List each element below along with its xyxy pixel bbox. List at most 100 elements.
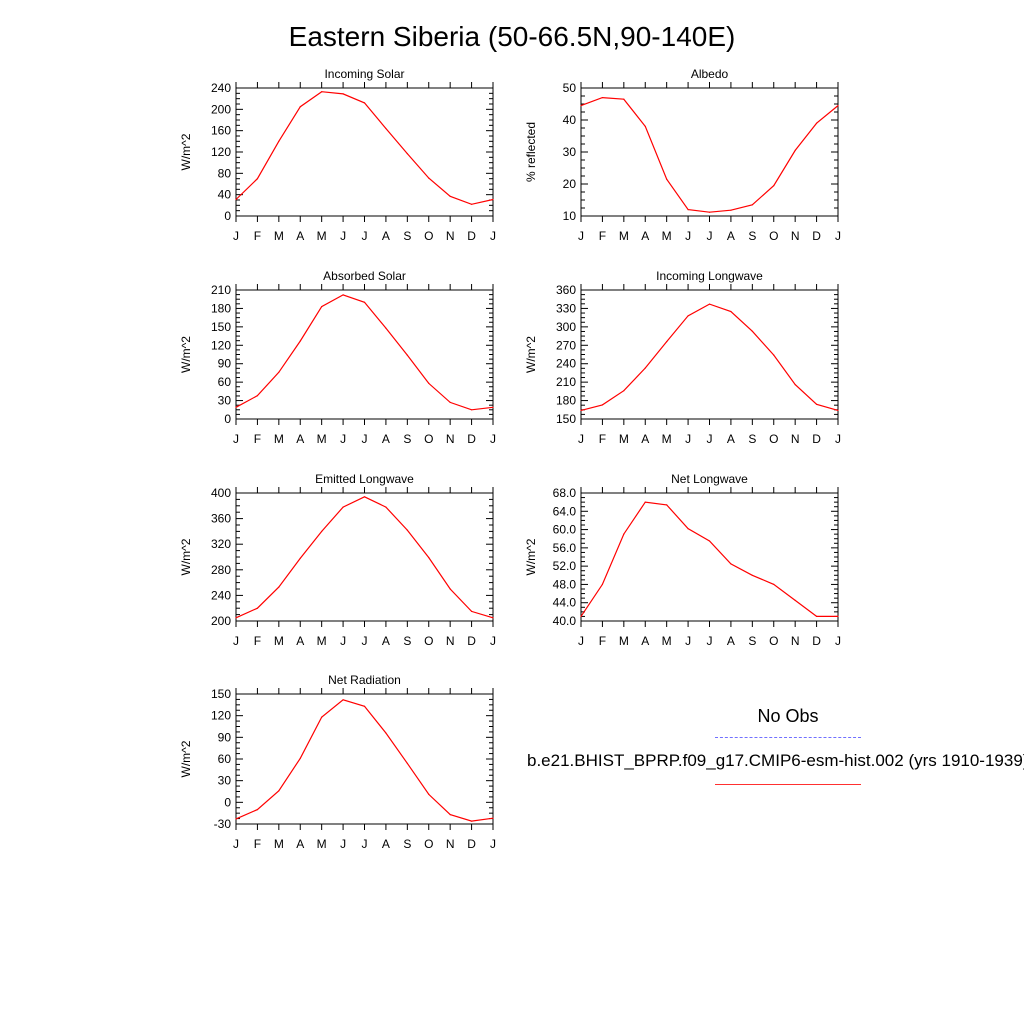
data-point [687, 209, 689, 211]
data-point [299, 340, 301, 342]
data-point [299, 106, 301, 108]
data-point [794, 384, 796, 386]
y-tick-label: 120 [211, 709, 231, 723]
x-tick-label: J [578, 634, 584, 648]
x-tick-label: N [791, 432, 800, 446]
data-point [492, 198, 494, 201]
x-tick-label: D [812, 229, 821, 243]
data-point [794, 149, 796, 151]
x-tick-label: A [641, 229, 649, 243]
data-point [580, 409, 582, 411]
x-tick-label: J [362, 229, 368, 243]
data-point [623, 98, 625, 100]
x-tick-label: D [812, 634, 821, 648]
x-tick-label: M [662, 432, 672, 446]
y-tick-label: 200 [211, 614, 231, 628]
y-tick-label: 56.0 [553, 541, 577, 555]
data-point [730, 563, 732, 565]
y-tick-label: 0 [224, 209, 231, 223]
data-point [471, 203, 473, 205]
x-tick-label: O [424, 432, 433, 446]
title: Eastern Siberia (50-66.5N,90-140E) [288, 21, 736, 52]
x-tick-label: M [662, 229, 672, 243]
x-tick-label: N [791, 229, 800, 243]
x-tick-label: S [403, 229, 411, 243]
x-tick-label: J [490, 229, 496, 243]
data-point [580, 105, 582, 107]
x-tick-label: D [467, 634, 476, 648]
x-tick-label: M [619, 229, 629, 243]
chart-title: Net Radiation [328, 673, 401, 687]
x-tick-label: J [707, 634, 713, 648]
y-tick-label: 90 [218, 730, 232, 744]
x-tick-label: F [254, 837, 261, 851]
y-tick-label: 30 [218, 394, 232, 408]
data-point [816, 403, 818, 405]
data-point [492, 617, 494, 619]
y-tick-label: -30 [214, 817, 232, 831]
data-point [256, 178, 258, 180]
x-tick-label: D [812, 432, 821, 446]
chart-panel-3: Absorbed Solar W/m^2 0 30 60 90 120 150 180 210 J F… [179, 269, 496, 446]
data-point [428, 793, 430, 796]
x-tick-label: M [317, 634, 327, 648]
y-tick-label: 300 [556, 320, 576, 334]
data-point [278, 586, 280, 588]
data-point [256, 809, 258, 811]
data-point [385, 732, 387, 734]
data-point [837, 105, 839, 107]
y-tick-label: 150 [211, 687, 231, 701]
x-tick-label: J [362, 837, 368, 851]
x-tick-label: A [641, 432, 649, 446]
series-line [580, 303, 839, 411]
data-point [449, 588, 451, 590]
data-point [278, 371, 280, 373]
x-tick-label: A [382, 837, 390, 851]
y-tick-label: 240 [211, 81, 231, 95]
y-tick-label: 400 [211, 486, 231, 500]
series-line [235, 91, 494, 205]
data-point [256, 395, 258, 397]
x-tick-label: M [274, 229, 284, 243]
data-point [321, 530, 323, 533]
data-point [730, 209, 732, 211]
data-point [773, 583, 775, 586]
data-point [363, 102, 366, 104]
data-point [278, 790, 280, 792]
x-tick-label: D [467, 229, 476, 243]
data-point [299, 757, 301, 759]
plot-frame [235, 492, 494, 622]
chart-title: Incoming Longwave [656, 269, 763, 283]
data-point [580, 615, 582, 618]
x-tick-label: J [578, 229, 584, 243]
y-tick-label: 30 [563, 145, 577, 159]
x-tick-label: M [317, 229, 327, 243]
data-point [751, 574, 753, 576]
x-tick-label: J [685, 634, 691, 648]
y-axis-label: % reflected [524, 122, 538, 182]
data-point [321, 91, 323, 93]
y-tick-label: 240 [556, 357, 576, 371]
chart-panel-5: Emitted Longwave W/m^2 200 240 280 320 360 400 J… [179, 472, 496, 648]
data-point [406, 153, 408, 155]
y-tick-label: 150 [211, 320, 231, 334]
x-tick-label: F [254, 229, 261, 243]
plot-frame [580, 87, 839, 217]
x-tick-label: D [467, 837, 476, 851]
data-point [235, 198, 237, 201]
x-tick-label: O [424, 634, 433, 648]
y-tick-label: 40 [218, 188, 232, 202]
x-tick-label: S [748, 229, 756, 243]
x-tick-label: F [599, 432, 606, 446]
data-point [730, 310, 732, 313]
x-tick-label: M [274, 837, 284, 851]
y-tick-label: 320 [211, 537, 231, 551]
x-tick-label: F [599, 634, 606, 648]
data-point [385, 506, 387, 508]
x-tick-label: S [748, 432, 756, 446]
x-tick-label: F [599, 229, 606, 243]
plot-frame [235, 693, 494, 825]
data-point [816, 122, 818, 124]
